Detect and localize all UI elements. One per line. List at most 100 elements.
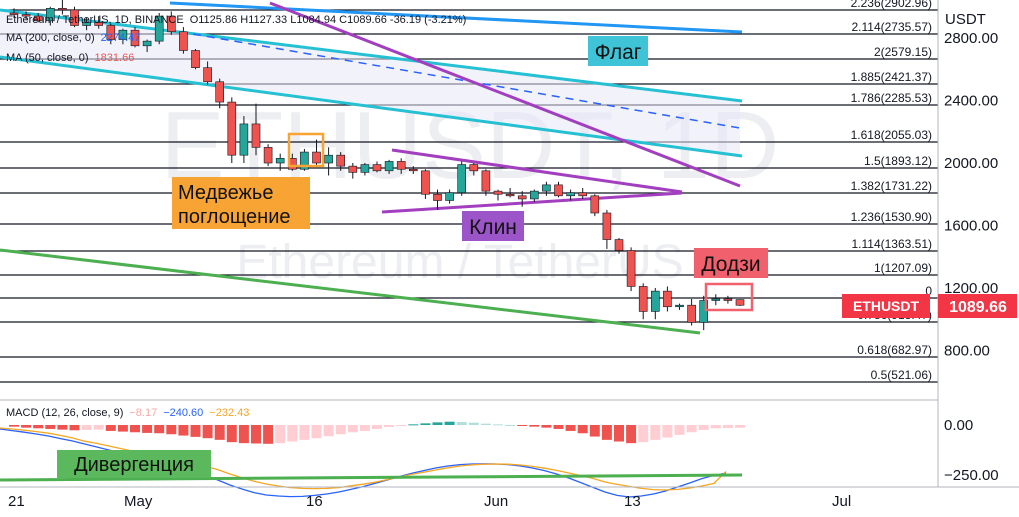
candle-body[interactable] <box>251 123 261 148</box>
candle-body[interactable] <box>348 165 358 173</box>
macd-hist-bar <box>614 425 624 442</box>
candle-body[interactable] <box>227 101 237 156</box>
candle-body[interactable] <box>517 195 527 200</box>
price-axis[interactable]: USDT 2800.00 2400.00 2000.00 1600.00 1200.00… <box>842 0 1017 487</box>
candle-body[interactable] <box>578 192 588 197</box>
macd-hist-bar <box>263 425 274 444</box>
price-tick-2800: 2800.00 <box>944 30 998 47</box>
candle-body[interactable] <box>130 29 140 47</box>
candle-body[interactable] <box>154 15 164 42</box>
bear-engulfing-line2: поглощение <box>178 206 291 228</box>
candle-body[interactable] <box>723 298 733 301</box>
candle-body[interactable] <box>372 164 382 172</box>
candle-body[interactable] <box>542 184 551 192</box>
candle-body[interactable] <box>215 81 224 103</box>
wedge-lower-line[interactable] <box>381 191 683 214</box>
candle-body[interactable] <box>735 299 745 306</box>
candle-body[interactable] <box>300 151 309 170</box>
candle-body[interactable] <box>481 170 491 192</box>
candle-body[interactable] <box>602 212 612 240</box>
legend-ma50: MA (50, close, 0) 1831.66 <box>6 52 134 64</box>
candle-body[interactable] <box>21 14 31 17</box>
candle-body[interactable] <box>675 304 684 308</box>
macd-hist-bar <box>311 425 322 439</box>
candle-body[interactable] <box>275 158 285 164</box>
channel-top-line[interactable] <box>169 1 743 34</box>
fib-label-1_382: 1.382(1731.22) <box>851 179 932 193</box>
candle-body[interactable] <box>33 15 43 22</box>
candle-body[interactable] <box>203 67 212 83</box>
candle-body[interactable] <box>457 164 467 193</box>
candle-body[interactable] <box>70 9 79 26</box>
bear-engulfing-label[interactable]: Медвежье поглощение <box>172 177 310 229</box>
candle-body[interactable] <box>421 170 430 195</box>
candle-body[interactable] <box>445 192 454 201</box>
candle-body[interactable] <box>505 193 515 197</box>
candle-body[interactable] <box>614 239 624 251</box>
time-axis[interactable]: 21 May 16 Jun 13 Jul <box>0 486 1019 510</box>
candle-body[interactable] <box>58 8 67 11</box>
time-tick-may: May <box>124 493 153 510</box>
macd-hist-bar <box>420 423 431 425</box>
candle-body[interactable] <box>590 195 600 214</box>
candle-body[interactable] <box>9 12 19 15</box>
candle-body[interactable] <box>239 123 249 156</box>
candle-body[interactable] <box>566 192 575 197</box>
candle-body[interactable] <box>638 286 648 312</box>
macd-hist-bar <box>662 425 673 438</box>
macd-hist-bar <box>105 425 116 431</box>
candle-body[interactable] <box>82 22 91 26</box>
candle-body[interactable] <box>396 161 406 170</box>
candle-body[interactable] <box>433 193 442 201</box>
candle-body[interactable] <box>263 147 273 164</box>
candle-body[interactable] <box>384 161 394 172</box>
candle-body[interactable] <box>336 154 346 167</box>
ma200-line[interactable] <box>192 33 741 129</box>
candle-body[interactable] <box>687 304 696 323</box>
support-trend-line[interactable] <box>0 248 701 335</box>
candle-body[interactable] <box>360 164 370 173</box>
signal-line[interactable] <box>0 427 727 491</box>
candle-body[interactable] <box>179 31 188 51</box>
flag-upper-line[interactable] <box>0 8 743 103</box>
divergence-label[interactable]: Дивергенция <box>0 450 743 482</box>
flag-label[interactable]: Флаг <box>588 36 648 66</box>
candle-body[interactable] <box>45 8 55 22</box>
candle-body[interactable] <box>106 25 116 40</box>
candle-body[interactable] <box>554 184 563 197</box>
price-tick-1600: 1600.00 <box>944 218 998 235</box>
candle-body[interactable] <box>626 250 636 287</box>
divergence-line[interactable] <box>0 473 743 482</box>
candle-body[interactable] <box>408 168 418 172</box>
candle-body[interactable] <box>469 164 479 172</box>
candle-body[interactable] <box>650 290 660 312</box>
macd-hist-bar <box>456 422 467 425</box>
doji-highlight-box[interactable] <box>704 282 754 312</box>
wedge-upper-line[interactable] <box>391 148 683 194</box>
macd-hist-bar <box>214 425 225 440</box>
chart-legend[interactable]: Ethereum / TetherUS, 1D, BINANCE O1125.86… <box>6 14 466 419</box>
candle-body[interactable] <box>191 50 200 68</box>
candle-body[interactable] <box>167 15 176 33</box>
candle-body[interactable] <box>142 40 152 47</box>
candle-body[interactable] <box>312 151 321 164</box>
wedge-label[interactable]: Клин <box>462 211 524 241</box>
candle-body[interactable] <box>663 290 672 308</box>
doji-label[interactable]: Додзи <box>694 248 768 278</box>
candle-body[interactable] <box>118 29 128 40</box>
wedge-outer-line[interactable] <box>269 1 741 188</box>
candle-body[interactable] <box>493 190 503 195</box>
candle-body[interactable] <box>94 22 103 26</box>
legend-symbol: Ethereum / TetherUS, 1D, BINANCE O1125.86… <box>6 14 466 26</box>
fib-label-0: 0 <box>925 284 932 298</box>
legend-ma200: MA (200, close, 0) 2274.47 <box>6 32 140 44</box>
candle-body[interactable] <box>324 154 333 164</box>
engulfing-highlight-box[interactable] <box>287 132 325 168</box>
candle-body[interactable] <box>529 190 539 200</box>
candle-body[interactable] <box>711 298 721 301</box>
price-tick-800: 800.00 <box>944 343 990 360</box>
candles[interactable] <box>9 0 745 331</box>
macd-hist-bar <box>21 425 32 428</box>
candle-body[interactable] <box>699 300 709 323</box>
